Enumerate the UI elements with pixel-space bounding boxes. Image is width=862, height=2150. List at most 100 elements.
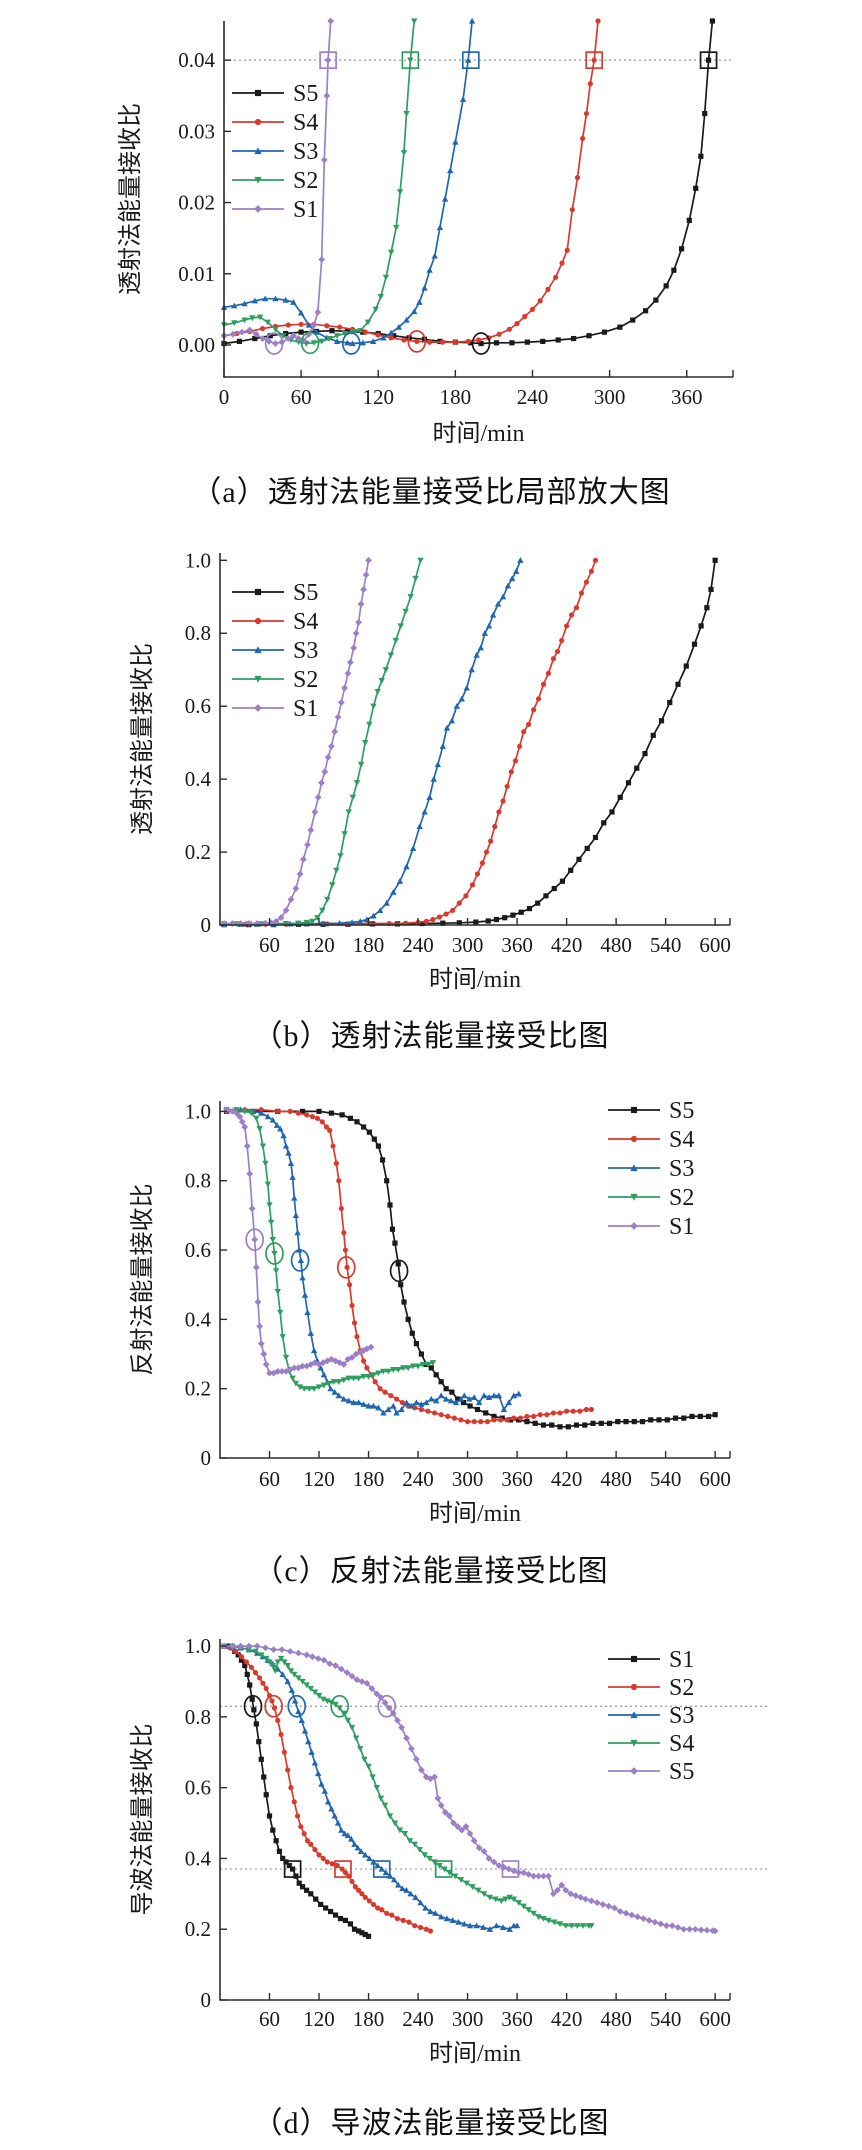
- svg-text:0.6: 0.6: [185, 694, 211, 718]
- svg-text:600: 600: [699, 2007, 731, 2031]
- svg-text:时间/min: 时间/min: [429, 2040, 521, 2067]
- svg-text:0: 0: [201, 913, 212, 937]
- svg-text:420: 420: [551, 1467, 583, 1491]
- svg-text:S4: S4: [293, 609, 318, 635]
- svg-text:0: 0: [201, 1446, 212, 1470]
- svg-text:300: 300: [452, 2007, 484, 2031]
- svg-text:300: 300: [594, 385, 626, 409]
- svg-text:S1: S1: [293, 197, 318, 223]
- svg-text:S5: S5: [669, 1098, 694, 1124]
- svg-text:S5: S5: [293, 580, 318, 606]
- svg-text:0.4: 0.4: [185, 1307, 212, 1331]
- svg-text:1.0: 1.0: [185, 548, 211, 572]
- svg-text:S2: S2: [669, 1185, 694, 1211]
- svg-text:0: 0: [201, 1988, 212, 2012]
- panel-b: 60 120 180 240 300 360 420 480 540 600 0 0.2 0.4 0.6 0…: [0, 515, 862, 1060]
- svg-text:S1: S1: [669, 1647, 694, 1673]
- svg-text:S2: S2: [669, 1675, 694, 1701]
- svg-text:240: 240: [402, 933, 434, 957]
- svg-text:360: 360: [671, 385, 703, 409]
- svg-text:S4: S4: [293, 110, 318, 136]
- svg-text:540: 540: [650, 2007, 682, 2031]
- svg-text:120: 120: [303, 1467, 335, 1491]
- svg-text:0.02: 0.02: [178, 191, 215, 215]
- svg-text:透射法能量接收比: 透射法能量接收比: [129, 643, 156, 835]
- svg-text:0.2: 0.2: [185, 840, 211, 864]
- caption-d: （d）导波法能量接受比图: [252, 2107, 610, 2140]
- caption-a: （a）透射法能量接受比局部放大图: [191, 475, 671, 509]
- svg-text:180: 180: [353, 1467, 385, 1491]
- svg-text:240: 240: [517, 385, 549, 409]
- svg-text:S2: S2: [293, 168, 318, 194]
- svg-text:300: 300: [452, 1467, 484, 1491]
- svg-text:时间/min: 时间/min: [429, 1500, 521, 1527]
- svg-text:120: 120: [362, 385, 394, 409]
- svg-text:S4: S4: [669, 1127, 694, 1153]
- svg-text:S2: S2: [293, 667, 318, 693]
- svg-text:0.00: 0.00: [178, 333, 215, 357]
- svg-text:1.0: 1.0: [185, 1634, 211, 1658]
- svg-text:60: 60: [291, 385, 312, 409]
- svg-text:300: 300: [452, 933, 484, 957]
- svg-text:240: 240: [402, 1467, 434, 1491]
- svg-text:0.2: 0.2: [185, 1917, 211, 1941]
- svg-text:480: 480: [600, 933, 632, 957]
- svg-text:S5: S5: [669, 1759, 694, 1785]
- svg-text:反射法能量接收比: 反射法能量接收比: [129, 1184, 156, 1376]
- svg-text:0.8: 0.8: [185, 1169, 211, 1193]
- svg-text:420: 420: [551, 2007, 583, 2031]
- svg-text:透射法能量接收比: 透射法能量接收比: [117, 103, 144, 295]
- svg-text:S3: S3: [669, 1156, 694, 1182]
- caption-c: （c）反射法能量接受比图: [253, 1554, 609, 1588]
- chart-b-transmission: 60 120 180 240 300 360 420 480 540 600 0 0.2 0.4 0.6 0…: [129, 548, 731, 993]
- chart-c-reflection: 60 120 180 240 300 360 420 480 540 600 0 0.2 0.4 0.6 0…: [129, 1098, 731, 1527]
- svg-text:0: 0: [219, 385, 230, 409]
- caption-b: （b）透射法能量接受比图: [252, 1019, 610, 1053]
- svg-text:0.2: 0.2: [185, 1377, 211, 1401]
- svg-text:0.8: 0.8: [185, 621, 211, 645]
- svg-text:S1: S1: [293, 696, 318, 722]
- panel-d: 60 120 180 240 300 360 420 480 540 600 0 0.2 0.4 0.6 0…: [0, 1595, 862, 2150]
- svg-text:S3: S3: [293, 139, 318, 165]
- svg-text:0.4: 0.4: [185, 1846, 212, 1870]
- chart-d-guided-wave: 60 120 180 240 300 360 420 480 540 600 0 0.2 0.4 0.6 0…: [129, 1634, 770, 2067]
- svg-text:导波法能量接收比: 导波法能量接收比: [129, 1724, 156, 1916]
- panel-a: 0 60 120 180 240 300 360 0.00 0.01 0.02 0.03 0.04 时间…: [0, 0, 862, 515]
- svg-text:180: 180: [353, 933, 385, 957]
- svg-text:0.6: 0.6: [185, 1776, 211, 1800]
- svg-text:时间/min: 时间/min: [429, 966, 521, 993]
- svg-text:S1: S1: [669, 1214, 694, 1240]
- svg-text:240: 240: [402, 2007, 434, 2031]
- chart-a-transmission-zoom: 0 60 120 180 240 300 360 0.00 0.01 0.02 0.03 0.04 时间…: [117, 17, 734, 447]
- svg-text:540: 540: [650, 933, 682, 957]
- svg-text:1.0: 1.0: [185, 1099, 211, 1123]
- svg-text:S4: S4: [669, 1731, 694, 1757]
- svg-text:480: 480: [600, 2007, 632, 2031]
- svg-text:360: 360: [501, 2007, 533, 2031]
- svg-text:120: 120: [303, 2007, 335, 2031]
- svg-text:0.6: 0.6: [185, 1238, 211, 1262]
- svg-text:时间/min: 时间/min: [432, 420, 524, 447]
- svg-text:0.01: 0.01: [178, 262, 215, 286]
- svg-text:420: 420: [551, 933, 583, 957]
- svg-text:480: 480: [600, 1467, 632, 1491]
- panel-c: 60 120 180 240 300 360 420 480 540 600 0 0.2 0.4 0.6 0…: [0, 1060, 862, 1595]
- svg-text:0.8: 0.8: [185, 1705, 211, 1729]
- svg-text:0.4: 0.4: [185, 767, 212, 791]
- svg-text:0.03: 0.03: [178, 119, 215, 143]
- svg-text:360: 360: [501, 933, 533, 957]
- svg-text:600: 600: [699, 933, 731, 957]
- svg-text:60: 60: [259, 1467, 280, 1491]
- svg-text:S5: S5: [293, 81, 318, 107]
- svg-text:600: 600: [699, 1467, 731, 1491]
- svg-text:60: 60: [259, 933, 280, 957]
- svg-text:60: 60: [259, 2007, 280, 2031]
- svg-text:0.04: 0.04: [178, 48, 215, 72]
- svg-text:180: 180: [353, 2007, 385, 2031]
- svg-text:360: 360: [501, 1467, 533, 1491]
- svg-text:540: 540: [650, 1467, 682, 1491]
- svg-text:S3: S3: [669, 1703, 694, 1729]
- svg-text:120: 120: [303, 933, 335, 957]
- svg-text:180: 180: [440, 385, 472, 409]
